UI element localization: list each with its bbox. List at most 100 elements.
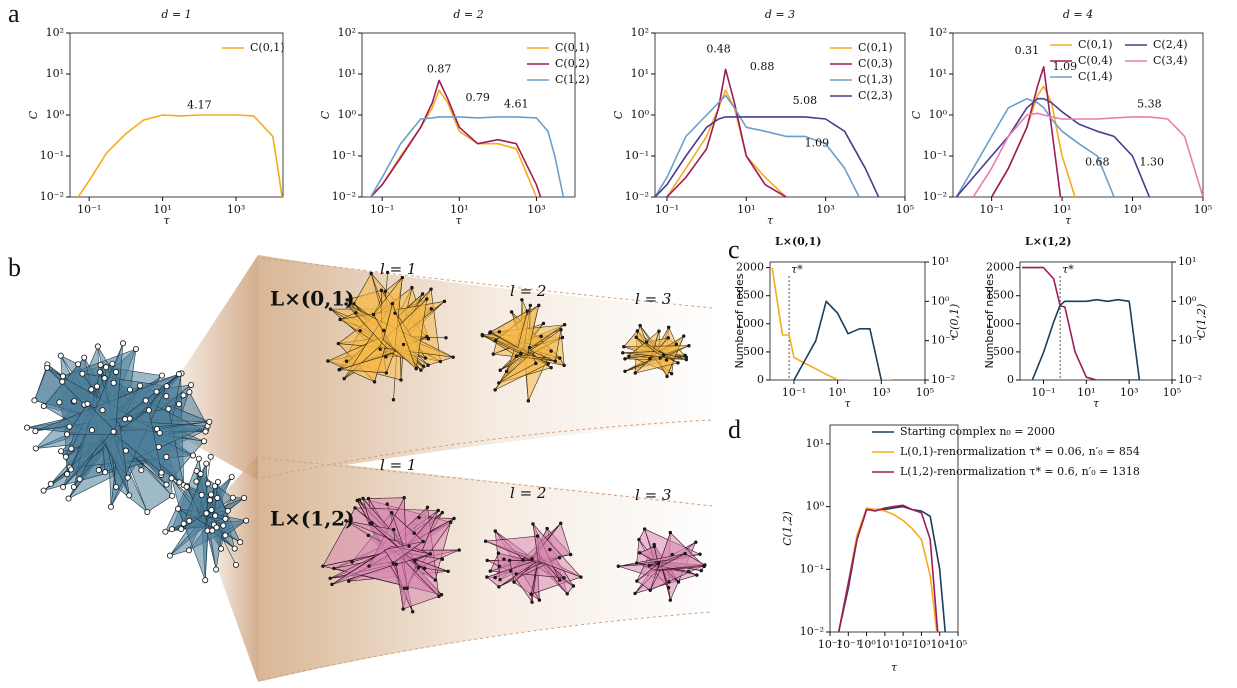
node <box>407 544 411 548</box>
node <box>165 405 172 412</box>
x-tick-label: 10⁻² <box>818 638 842 651</box>
y-tick-label: 10² <box>929 26 947 39</box>
flow-arrow <box>261 611 713 681</box>
node <box>203 510 210 517</box>
node <box>186 517 193 524</box>
node <box>371 312 376 317</box>
node <box>695 573 699 577</box>
node <box>59 373 66 380</box>
node <box>637 537 641 542</box>
node <box>498 577 502 582</box>
y-tick-label: 10⁻¹ <box>625 149 649 162</box>
simplex <box>383 541 424 564</box>
node <box>444 336 448 340</box>
node <box>366 533 371 538</box>
node <box>163 453 170 460</box>
node <box>446 569 450 574</box>
node <box>193 467 200 474</box>
node <box>579 575 583 579</box>
node <box>402 586 407 590</box>
node <box>666 336 670 340</box>
node <box>537 303 541 308</box>
x-tick-label: 10¹ <box>1053 203 1071 216</box>
node <box>366 496 371 501</box>
legend-label: C(0,4) <box>1078 54 1113 67</box>
node <box>185 547 192 554</box>
y-tick-label: 10¹ <box>806 437 824 450</box>
node <box>676 580 681 584</box>
node <box>367 564 371 568</box>
node <box>97 361 104 368</box>
node <box>207 453 214 460</box>
node <box>627 354 631 358</box>
node <box>332 566 336 571</box>
annotation: 1.09 <box>805 137 830 150</box>
simplex <box>661 565 671 601</box>
y-tick-label: 10² <box>631 26 649 39</box>
node <box>385 270 390 275</box>
node <box>222 515 229 522</box>
node <box>571 584 576 588</box>
annotation: 1.09 <box>1053 60 1078 73</box>
threshold-label: τ* <box>791 263 803 276</box>
node <box>109 360 116 367</box>
node <box>667 325 671 329</box>
legend-label: C(0,1) <box>858 41 893 54</box>
y-tick-label: 0 <box>1007 373 1014 386</box>
node <box>382 328 386 333</box>
y-tick-label: 10¹ <box>46 67 64 80</box>
x-axis-label: τ <box>163 214 170 227</box>
node <box>634 561 639 565</box>
node <box>507 558 512 563</box>
node <box>497 381 501 385</box>
node <box>354 311 358 315</box>
x-tick-label: 10¹ <box>153 203 171 216</box>
node <box>342 376 346 381</box>
panel-label: a <box>8 0 20 28</box>
x-tick-label: 10⁻¹ <box>836 638 860 651</box>
y2-tick-label: 10¹ <box>1178 255 1196 268</box>
node <box>372 380 377 384</box>
node <box>633 371 637 375</box>
node <box>391 527 396 532</box>
node <box>665 374 669 379</box>
chart-title: L×(1,2) <box>1025 235 1072 248</box>
node <box>436 508 440 513</box>
node <box>358 328 362 333</box>
simplex <box>636 337 679 364</box>
x-tick-label: 10³ <box>1123 203 1141 216</box>
annotation: 0.79 <box>465 91 490 104</box>
node <box>509 569 513 573</box>
node <box>537 598 542 602</box>
node <box>448 520 453 525</box>
level-label: l = 3 <box>635 486 671 504</box>
series-line <box>972 112 1203 197</box>
level-label: l = 1 <box>380 456 416 474</box>
node <box>491 352 496 356</box>
y-tick-label: 10⁻² <box>800 625 824 638</box>
node <box>175 401 182 408</box>
node <box>212 512 219 519</box>
node <box>682 334 686 338</box>
node <box>429 307 433 311</box>
node <box>113 484 120 491</box>
node <box>383 289 387 294</box>
node <box>59 378 66 385</box>
y-axis-label: C <box>612 110 625 119</box>
node <box>137 382 144 389</box>
node <box>344 359 349 363</box>
simplex <box>654 553 706 571</box>
y-tick-label: 10² <box>338 26 356 39</box>
y-tick-label: 2000 <box>986 261 1014 274</box>
node <box>535 534 540 538</box>
x-tick-label: 10² <box>894 638 912 651</box>
y-tick-label: 1000 <box>736 317 764 330</box>
node <box>132 345 139 352</box>
node <box>213 566 220 573</box>
y2-tick-label: 10¹ <box>931 255 949 268</box>
x-axis-label: τ <box>891 661 898 674</box>
node <box>190 452 197 459</box>
y-tick-label: 10¹ <box>631 67 649 80</box>
node <box>68 466 75 473</box>
node <box>232 561 239 568</box>
